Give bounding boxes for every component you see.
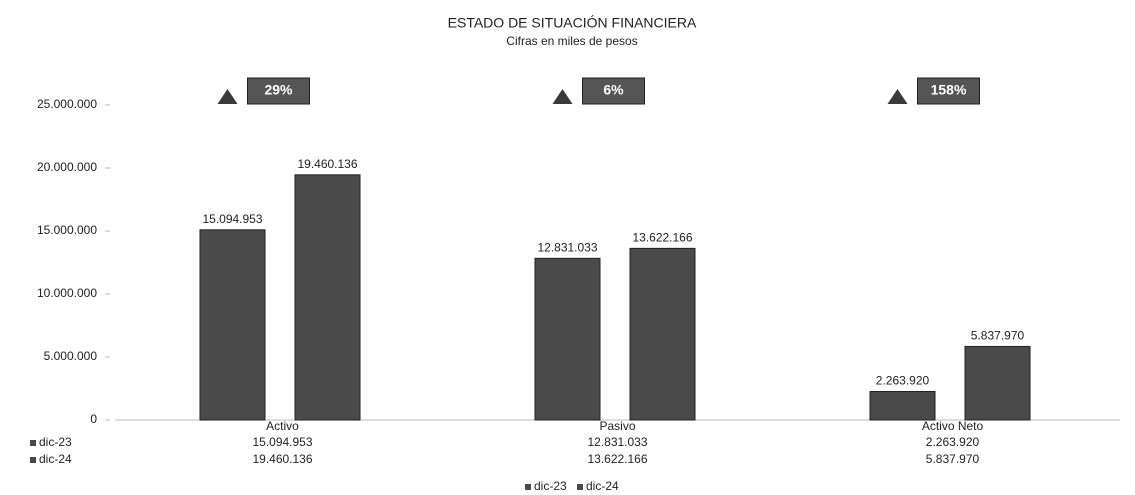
table-value: 15.094.953 [252, 435, 312, 449]
bar [199, 229, 266, 421]
annotation-triangle [552, 89, 573, 104]
annotation-box [582, 77, 645, 105]
table-legend-key [30, 440, 36, 446]
chart-subtitle: Cifras en miles de pesos [506, 34, 637, 48]
legend-label: dic-24 [586, 479, 619, 493]
legend-label: dic-23 [534, 479, 567, 493]
legend-key [525, 484, 531, 490]
y-tick-label: 20.000.000 [37, 160, 97, 174]
annotation: 6% [603, 82, 624, 98]
annotation: 158% [931, 82, 967, 98]
value-label: 5.837.970 [971, 329, 1025, 343]
value-label: 2.263.920 [876, 374, 930, 388]
bar [869, 390, 936, 421]
x-tick-label: Pasivo [599, 419, 635, 433]
value-label: 13.622.166 [632, 231, 692, 245]
bar [964, 345, 1031, 421]
table-value: 12.831.033 [587, 435, 647, 449]
table-value: 19.460.136 [252, 452, 312, 466]
annotation-box [917, 77, 980, 105]
annotation: 29% [264, 82, 293, 98]
bar [534, 257, 601, 421]
y-tick-label: 0 [90, 412, 97, 426]
annotation-triangle [887, 89, 908, 104]
table-value: 2.263.920 [926, 435, 980, 449]
value-label: 15.094.953 [202, 212, 262, 226]
table-value: 13.622.166 [587, 452, 647, 466]
y-tick-label: 5.000.000 [44, 349, 98, 363]
annotation-triangle [217, 89, 238, 104]
table-value: 5.837.970 [926, 452, 980, 466]
value-label: 12.831.033 [537, 241, 597, 255]
x-tick-label: Activo [266, 419, 299, 433]
chart-title: ESTADO DE SITUACIÓN FINANCIERA [448, 15, 697, 31]
table-series-label: dic-23 [39, 435, 72, 449]
value-label: 19.460.136 [297, 157, 357, 171]
annotation-box [247, 77, 310, 105]
x-tick-label: Activo Neto [922, 419, 984, 433]
legend-key [577, 484, 583, 490]
y-tick-label: 10.000.000 [37, 286, 97, 300]
y-tick-label: 25.000.000 [37, 97, 97, 111]
table-series-label: dic-24 [39, 452, 72, 466]
bar [629, 247, 696, 421]
y-tick-label: 15.000.000 [37, 223, 97, 237]
bar [294, 174, 361, 421]
table-legend-key [30, 457, 36, 463]
